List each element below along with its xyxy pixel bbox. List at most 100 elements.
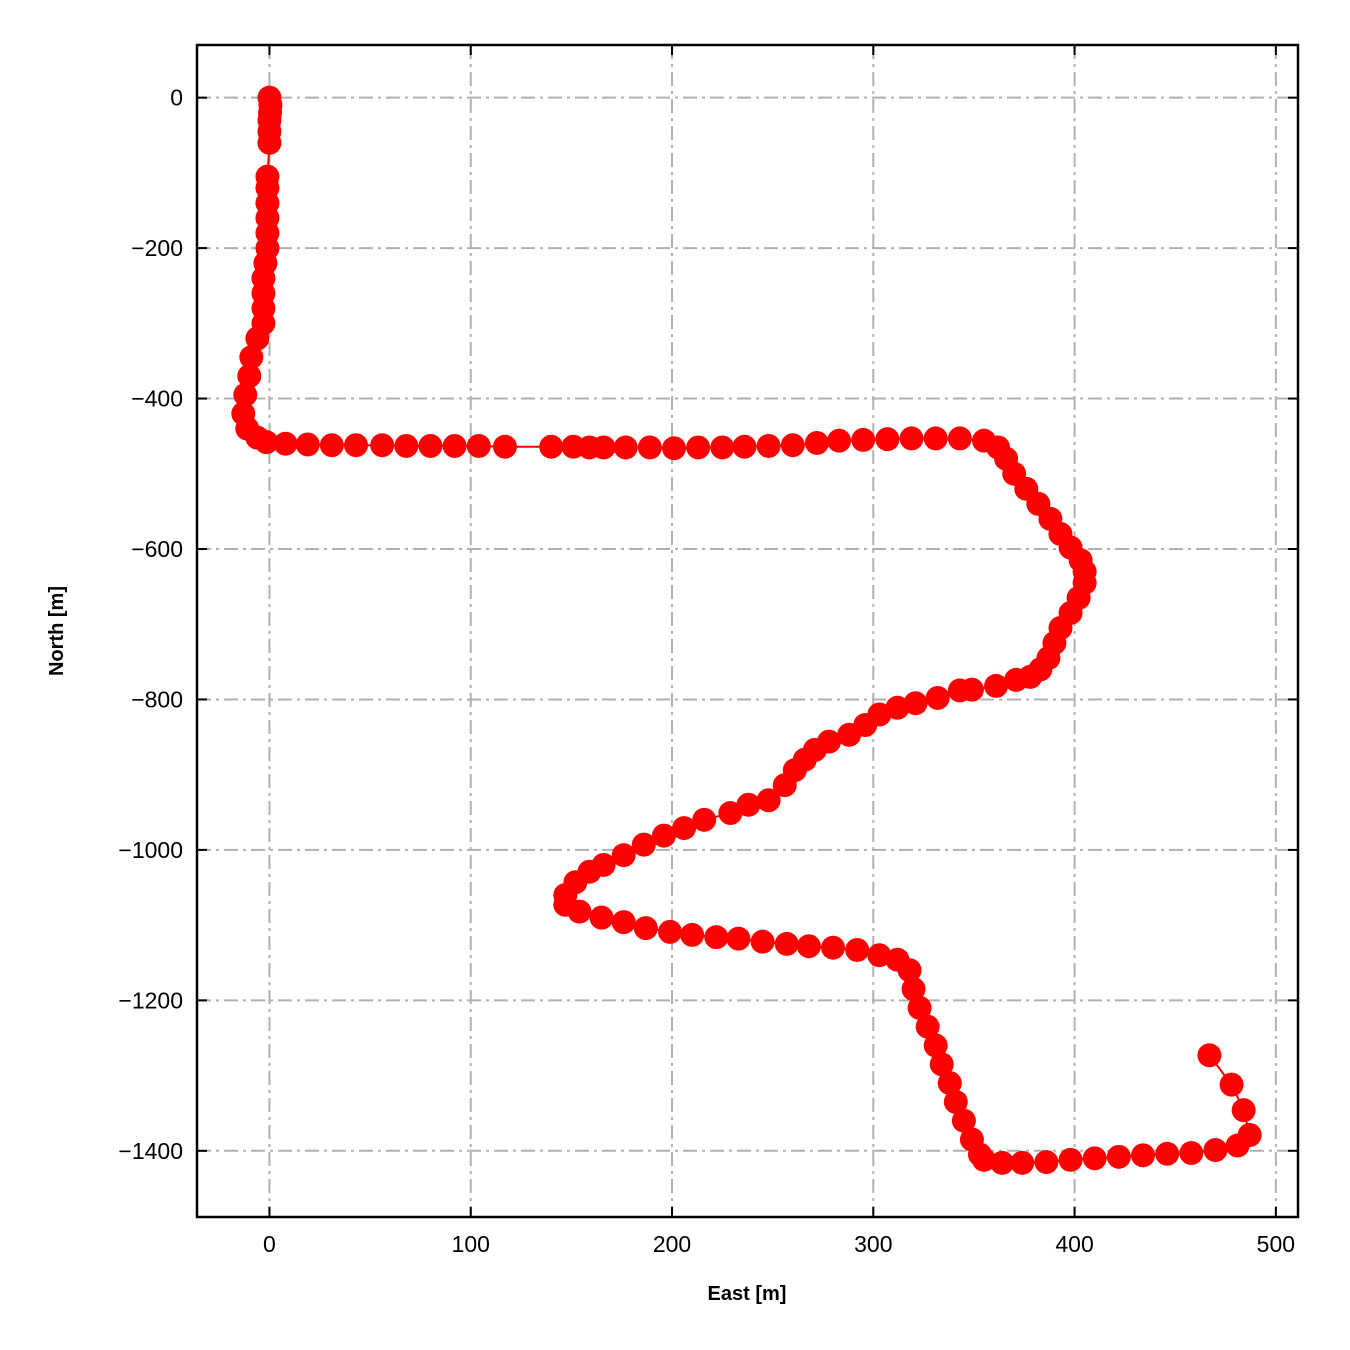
trajectory-point xyxy=(796,934,821,959)
trajectory-point xyxy=(726,926,751,951)
trajectory-point xyxy=(1131,1143,1156,1168)
x-tick-label: 300 xyxy=(854,1231,892,1257)
x-axis-label: East [m] xyxy=(708,1283,787,1305)
trajectory-point xyxy=(718,801,743,826)
trajectory-point xyxy=(827,428,852,453)
trajectory-point xyxy=(923,426,948,451)
trajectory-point xyxy=(1004,667,1029,692)
trajectory-point xyxy=(239,345,264,370)
x-tick-label: 400 xyxy=(1055,1231,1093,1257)
trajectory-point xyxy=(442,433,467,458)
trajectory-point xyxy=(273,431,298,456)
x-tick-label: 100 xyxy=(452,1231,490,1257)
trajectory-point xyxy=(370,433,395,458)
trajectory-point xyxy=(929,1052,954,1077)
plot-frame xyxy=(195,43,1300,1219)
trajectory-point xyxy=(1010,1150,1035,1175)
trajectory-point xyxy=(589,905,614,930)
trajectory-point xyxy=(772,773,797,798)
trajectory-point xyxy=(254,430,279,455)
trajectory-line xyxy=(242,97,1251,1164)
y-tick-label: −600 xyxy=(131,536,183,562)
y-axis-label: North [m] xyxy=(46,586,68,676)
trajectory-point xyxy=(851,427,876,452)
trajectory-point xyxy=(925,685,950,710)
trajectory-point xyxy=(885,695,910,720)
trajectory-point xyxy=(897,958,922,983)
trajectory-point xyxy=(915,1014,940,1039)
y-tick-label: −200 xyxy=(131,235,183,261)
trajectory-point xyxy=(1203,1138,1228,1163)
trajectory-point xyxy=(658,919,683,944)
trajectory-point xyxy=(867,943,892,968)
trajectory-point xyxy=(295,432,320,457)
trajectory-point xyxy=(923,1033,948,1058)
trajectory-point xyxy=(774,931,799,956)
trajectory-point xyxy=(1155,1141,1180,1166)
trajectory-point xyxy=(591,435,616,460)
ticks: 0 100 200 300 400 500 0 −200 −400 −600 −800 −1000 −1… xyxy=(118,45,1298,1257)
y-tick-label: −400 xyxy=(131,386,183,412)
trajectory-point xyxy=(611,910,636,935)
trajectory-point xyxy=(1082,1146,1107,1171)
trajectory-point xyxy=(875,427,900,452)
trajectory-point xyxy=(756,433,781,458)
trajectory-point xyxy=(1179,1141,1204,1166)
x-tick-label: 0 xyxy=(263,1231,276,1257)
y-tick-label: 0 xyxy=(170,85,183,111)
trajectory-point xyxy=(633,916,658,941)
trajectory-point xyxy=(951,1108,976,1133)
trajectory-point xyxy=(394,433,419,458)
trajectory-point xyxy=(804,430,829,455)
trajectory-point xyxy=(1034,1150,1059,1175)
trajectory-point xyxy=(1219,1072,1244,1097)
trajectory-point xyxy=(899,426,924,451)
trajectory-point xyxy=(903,691,928,716)
y-tick-label: −1400 xyxy=(118,1138,183,1164)
trajectory-point xyxy=(637,435,662,460)
x-tick-label: 200 xyxy=(653,1231,691,1257)
trajectory-point xyxy=(732,434,757,459)
trajectory-point xyxy=(736,792,761,817)
trajectory-point xyxy=(344,433,369,458)
trajectory-point xyxy=(1231,1098,1256,1123)
trajectory-point xyxy=(821,935,846,960)
trajectory-point xyxy=(1106,1144,1131,1169)
trajectory-point xyxy=(567,899,592,924)
trajectory-point xyxy=(901,977,926,1002)
trajectory-point xyxy=(245,326,270,351)
trajectory-point xyxy=(947,426,972,451)
trajectory-point xyxy=(780,433,805,458)
trajectory-point xyxy=(947,678,972,703)
trajectory-point xyxy=(651,823,676,848)
trajectory-point xyxy=(539,434,564,459)
trajectory-point xyxy=(750,929,775,954)
trajectory-point xyxy=(704,925,729,950)
trajectory-point xyxy=(990,1150,1015,1175)
trajectory-point xyxy=(257,130,282,155)
trajectory-point xyxy=(418,433,443,458)
grid xyxy=(197,45,1298,1217)
trajectory-point xyxy=(319,433,344,458)
trajectory-point xyxy=(692,807,717,832)
trajectory-point xyxy=(680,922,705,947)
trajectory-point xyxy=(1237,1123,1262,1148)
x-tick-label: 500 xyxy=(1257,1231,1295,1257)
trajectory-point xyxy=(972,1147,997,1172)
trajectory-point xyxy=(686,435,711,460)
trajectory-point xyxy=(631,832,656,857)
trajectory-point xyxy=(845,937,870,962)
trajectory-point xyxy=(710,435,735,460)
trajectory-point xyxy=(943,1089,968,1114)
trajectory-series xyxy=(231,85,1262,1175)
trajectory-point xyxy=(662,436,687,461)
trajectory-point xyxy=(837,722,862,747)
y-tick-label: −800 xyxy=(131,686,183,712)
trajectory-point xyxy=(672,816,697,841)
trajectory-point xyxy=(907,995,932,1020)
trajectory-point xyxy=(492,434,517,459)
trajectory-point xyxy=(613,435,638,460)
trajectory-point xyxy=(233,382,258,407)
